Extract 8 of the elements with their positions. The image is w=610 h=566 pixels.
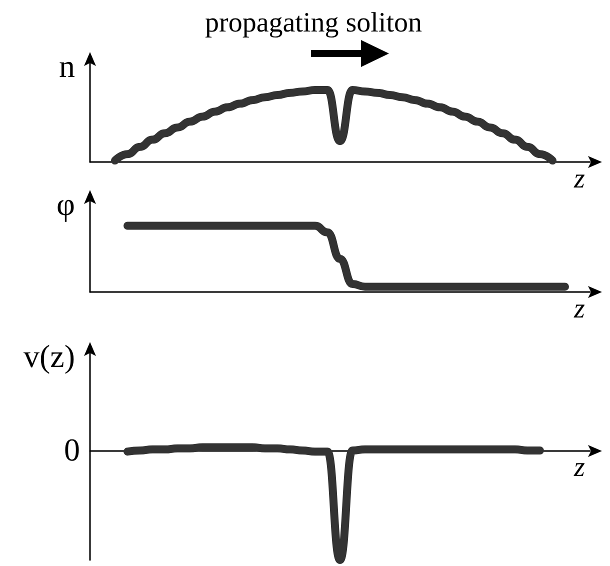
x-axis-title: z xyxy=(573,294,585,324)
y-axis-title: v(z) xyxy=(23,338,75,374)
y-axis-title: n xyxy=(59,48,75,84)
x-axis-title: z xyxy=(573,452,585,484)
x-axis-title: z xyxy=(573,164,585,194)
text: 0 xyxy=(64,432,80,468)
y-axis-title: φ xyxy=(56,186,75,222)
chart-title: propagating soliton xyxy=(205,8,422,38)
